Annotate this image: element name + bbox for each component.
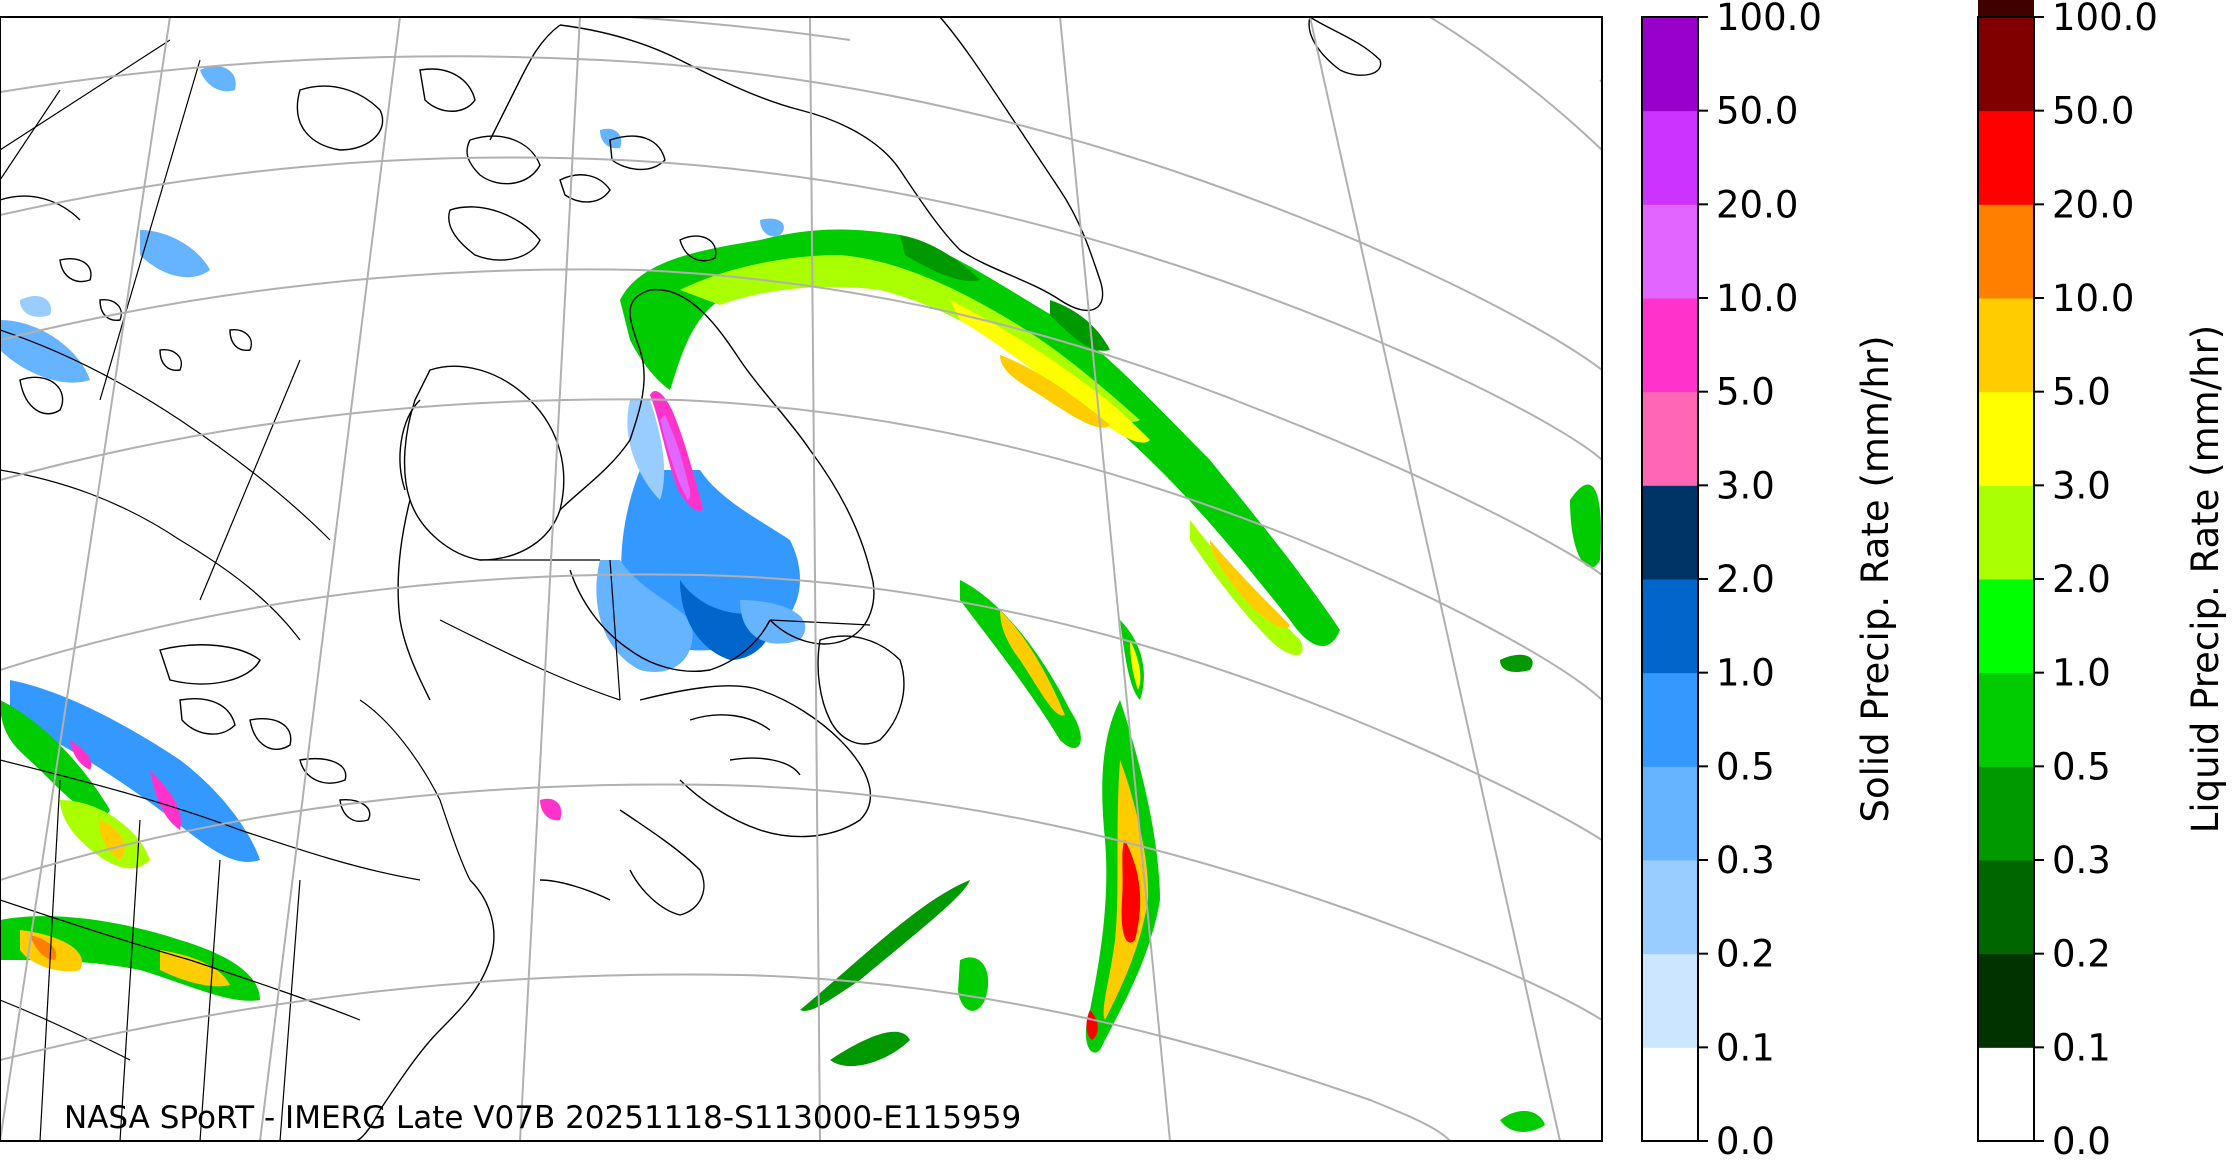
colorbar-liquid-label: Liquid Precip. Rate (mm/hr) xyxy=(2184,325,2227,834)
colorbar-solid-segment xyxy=(1642,298,1698,393)
colorbar-liquid-tick-label: 0.3 xyxy=(2052,839,2111,882)
colorbar-solid-segment xyxy=(1642,672,1698,767)
colorbar-liquid-tick-label: 0.1 xyxy=(2052,1026,2111,1069)
colorbar-solid-tick-label: 0.5 xyxy=(1716,745,1775,788)
colorbar-liquid-tick-label: 0.5 xyxy=(2052,745,2111,788)
colorbar-solid-segment xyxy=(1642,391,1698,486)
colorbar-solid-tick-label: 20.0 xyxy=(1716,183,1798,226)
colorbar-solid-tick-label: 0.3 xyxy=(1716,839,1775,882)
colorbar-liquid-tick-label: 20.0 xyxy=(2052,183,2134,226)
coastlines-and-borders xyxy=(0,17,1382,1141)
colorbar-solid-tick-label: 3.0 xyxy=(1716,464,1775,507)
precipitation-layer xyxy=(0,66,1601,1132)
colorbar-liquid-segment xyxy=(1978,17,2034,112)
colorbar-liquid-tick-label: 5.0 xyxy=(2052,371,2111,414)
colorbar-liquid-segment xyxy=(1978,766,2034,861)
colorbar-liquid-segment xyxy=(1978,860,2034,955)
colorbar-solid-tick-label: 0.0 xyxy=(1716,1120,1775,1163)
colorbar-solid-tick-label: 10.0 xyxy=(1716,277,1798,320)
solid-precip-quebec xyxy=(596,400,806,672)
colorbar-liquid-tick-label: 0.2 xyxy=(2052,933,2111,976)
map-credit: NASA SPoRT - IMERG Late V07B 20251118-S1… xyxy=(64,1100,1021,1136)
colorbar-liquid-tick-label: 50.0 xyxy=(2052,90,2134,133)
colorbar-solid-tick-label: 1.0 xyxy=(1716,652,1775,695)
map-background xyxy=(0,17,1602,1141)
colorbar-liquid-tick-label: 0.0 xyxy=(2052,1120,2111,1163)
colorbar-liquid-segment xyxy=(1978,204,2034,299)
graticule xyxy=(0,17,1602,1141)
colorbar-liquid-segment xyxy=(1978,672,2034,767)
colorbar-liquid-segment xyxy=(1978,1047,2034,1142)
colorbar-liquid-segment xyxy=(1978,298,2034,393)
colorbar-solid-segment xyxy=(1642,579,1698,674)
colorbar-solid-tick-label: 0.1 xyxy=(1716,1026,1775,1069)
colorbar-liquid-segment xyxy=(1978,0,2034,18)
colorbar-solid-segment xyxy=(1642,860,1698,955)
colorbar-liquid-tick-label: 1.0 xyxy=(2052,652,2111,695)
colorbar-liquid-segment xyxy=(1978,485,2034,580)
colorbar-solid-segment xyxy=(1642,110,1698,205)
colorbar-liquid-tick-label: 3.0 xyxy=(2052,464,2111,507)
colorbar-solid-tick-label: 2.0 xyxy=(1716,558,1775,601)
colorbars: 0.0 0.1 0.2 0.3 0.5 1.0 2.0 3.0 5.0 10.0 20.0 50.0 1… xyxy=(1641,0,2227,1163)
colorbar-solid-tick-label: 0.2 xyxy=(1716,933,1775,976)
map-panel: NASA SPoRT - IMERG Late V07B 20251118-S1… xyxy=(0,16,1603,1142)
colorbar-liquid-tick-label: 10.0 xyxy=(2052,277,2134,320)
colorbar-solid-segment xyxy=(1642,766,1698,861)
colorbar-solid: 0.0 0.1 0.2 0.3 0.5 1.0 2.0 3.0 5.0 10.0 20.0 50.0 1… xyxy=(1641,0,1897,1163)
colorbar-liquid-segment xyxy=(1978,953,2034,1048)
colorbar-liquid-segment xyxy=(1978,579,2034,674)
colorbar-solid-segment xyxy=(1642,485,1698,580)
colorbar-solid-segment xyxy=(1642,17,1698,112)
solid-precip-pink-band xyxy=(650,390,703,511)
colorbar-solid-tick-label: 50.0 xyxy=(1716,90,1798,133)
colorbar-solid-label: Solid Precip. Rate (mm/hr) xyxy=(1854,335,1897,822)
map-frame xyxy=(0,16,1603,1142)
colorbar-solid-tick-label: 5.0 xyxy=(1716,371,1775,414)
colorbar-liquid-tick-label: 2.0 xyxy=(2052,558,2111,601)
colorbar-liquid-segment xyxy=(1978,391,2034,486)
colorbar-solid-segment xyxy=(1642,1047,1698,1142)
colorbar-liquid-tick-label: 100.0 xyxy=(2052,0,2158,39)
liquid-precip-great-lakes xyxy=(0,680,260,1001)
colorbar-solid-segment xyxy=(1642,953,1698,1048)
colorbar-liquid: 0.0 0.1 0.2 0.3 0.5 1.0 2.0 3.0 5.0 10.0 20.0 50.0 1… xyxy=(1977,0,2227,1163)
solid-precip-scattered xyxy=(0,66,784,821)
colorbar-solid-segment xyxy=(1642,204,1698,299)
colorbar-liquid-segment xyxy=(1978,110,2034,205)
liquid-precip-arc xyxy=(620,229,1340,655)
liquid-precip-atlantic-band xyxy=(800,484,1601,1132)
colorbar-solid-tick-label: 100.0 xyxy=(1716,0,1822,39)
